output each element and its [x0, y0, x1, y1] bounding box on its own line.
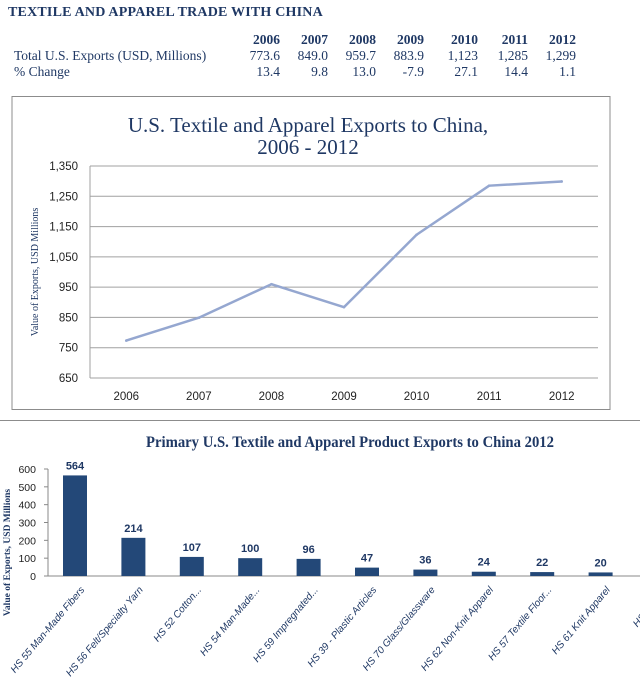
year-header: 2012 [549, 32, 576, 47]
data-point [415, 233, 418, 237]
x-category-label: HS 54 Man-Made... [198, 585, 262, 659]
row-label: % Change [14, 64, 70, 79]
bar [296, 558, 321, 576]
y-tick-label: 500 [18, 482, 36, 494]
year-header: 2007 [301, 32, 328, 47]
bar [588, 572, 613, 576]
y-tick-label: 1,050 [49, 252, 78, 264]
bar-chart-title: Primary U.S. Textile and Apparel Product… [146, 434, 554, 451]
x-tick-label: 2009 [331, 391, 357, 403]
bar-chart: Primary U.S. Textile and Apparel Product… [0, 420, 640, 679]
y-tick-label: 400 [18, 500, 36, 512]
table-cell: 13.4 [256, 64, 280, 79]
bar [179, 556, 204, 576]
x-tick-label: 2006 [113, 391, 139, 403]
table-cell: 1,123 [447, 48, 478, 63]
x-category-label: HS 52 Cotton... [152, 585, 204, 644]
data-point [560, 180, 564, 183]
x-category-label: HS 57 Textile Floor... [487, 585, 555, 663]
y-tick-label: 650 [59, 373, 78, 385]
table-cell: 959.7 [345, 48, 376, 63]
y-tick-label: 600 [18, 464, 36, 476]
table-row-percent-change: % Change 13.4 9.8 13.0 -7.9 27.1 14.4 1.… [10, 64, 576, 80]
data-point [197, 316, 201, 320]
line-chart-subtitle: 2006 - 2012 [257, 135, 359, 159]
y-tick-label: 200 [18, 535, 36, 547]
bar-value-label: 20 [594, 557, 606, 569]
table-corner [10, 32, 224, 48]
exports-summary-table: 2006 2007 2008 2009 2010 2011 2012 Total… [10, 32, 576, 80]
y-tick-label: 1,350 [49, 161, 78, 173]
bar [121, 537, 146, 576]
bar [63, 475, 87, 576]
data-point [124, 339, 128, 342]
table-cell: 9.8 [311, 64, 328, 79]
bar-value-label: 24 [478, 557, 491, 569]
table-cell: -7.9 [402, 64, 424, 79]
data-point [342, 305, 346, 309]
data-point [270, 282, 273, 286]
line-chart-frame [11, 96, 611, 410]
bar-value-label: 100 [241, 543, 259, 555]
table-cell: 14.4 [504, 64, 528, 79]
page-title: TEXTILE AND APPAREL TRADE WITH CHINA [8, 5, 323, 20]
bar-value-label: 107 [183, 542, 201, 554]
table-row-total-exports: Total U.S. Exports (USD, Millions) 773.6… [10, 48, 576, 64]
y-tick-label: 100 [18, 553, 36, 565]
x-category-label: HS 61 Knit Apparel [550, 584, 613, 657]
y-tick-label: 750 [59, 343, 78, 355]
row-label: Total U.S. Exports (USD, Millions) [14, 48, 207, 63]
table-cell: 1,285 [497, 48, 528, 63]
y-tick-label: 300 [18, 518, 36, 530]
y-tick-label: 850 [59, 312, 78, 324]
table-cell: 773.6 [249, 48, 280, 63]
bar [471, 571, 496, 576]
line-chart-title: U.S. Textile and Apparel Exports to Chin… [128, 113, 488, 137]
table-cell: 883.9 [393, 48, 424, 63]
table-cell: 27.1 [454, 64, 478, 79]
y-tick-label: 950 [59, 282, 78, 294]
y-tick-label: 1,250 [49, 191, 78, 203]
year-header: 2011 [501, 32, 528, 47]
bar-value-label: 22 [536, 557, 548, 569]
line-chart: U.S. Textile and Apparel Exports to Chin… [11, 96, 611, 410]
table-header-row: 2006 2007 2008 2009 2010 2011 2012 [10, 32, 576, 48]
x-tick-label: 2010 [404, 391, 430, 403]
year-header: 2009 [397, 32, 424, 47]
y-axis-label: Value of Exports, USD Millions [30, 208, 41, 337]
bar [238, 558, 263, 576]
data-point [487, 184, 491, 187]
y-axis-label: Value of Exports, USD Millions [3, 489, 13, 616]
bar [355, 567, 379, 576]
x-tick-label: 2011 [477, 391, 502, 403]
x-tick-label: 2012 [549, 391, 575, 403]
y-tick-label: 1,150 [49, 222, 78, 234]
table-cell: 1,299 [545, 48, 576, 63]
bar [413, 569, 438, 576]
year-header: 2008 [349, 32, 376, 47]
bar-value-label: 214 [124, 523, 143, 535]
x-category-label: HS 63 Text [631, 584, 640, 630]
x-tick-label: 2008 [259, 391, 285, 403]
bar-value-label: 47 [361, 553, 373, 565]
y-tick-label: 0 [30, 571, 36, 583]
table-cell: 849.0 [297, 48, 328, 63]
x-tick-label: 2007 [186, 391, 212, 403]
x-category-label: HS 59 Impregnated... [251, 585, 321, 665]
bar [530, 572, 555, 576]
year-header: 2006 [253, 32, 280, 47]
bar-value-label: 564 [66, 460, 85, 472]
table-cell: 13.0 [352, 64, 376, 79]
bar-value-label: 96 [302, 544, 314, 556]
table-cell: 1.1 [559, 64, 576, 79]
year-header: 2010 [451, 32, 478, 47]
bar-value-label: 36 [419, 555, 431, 567]
